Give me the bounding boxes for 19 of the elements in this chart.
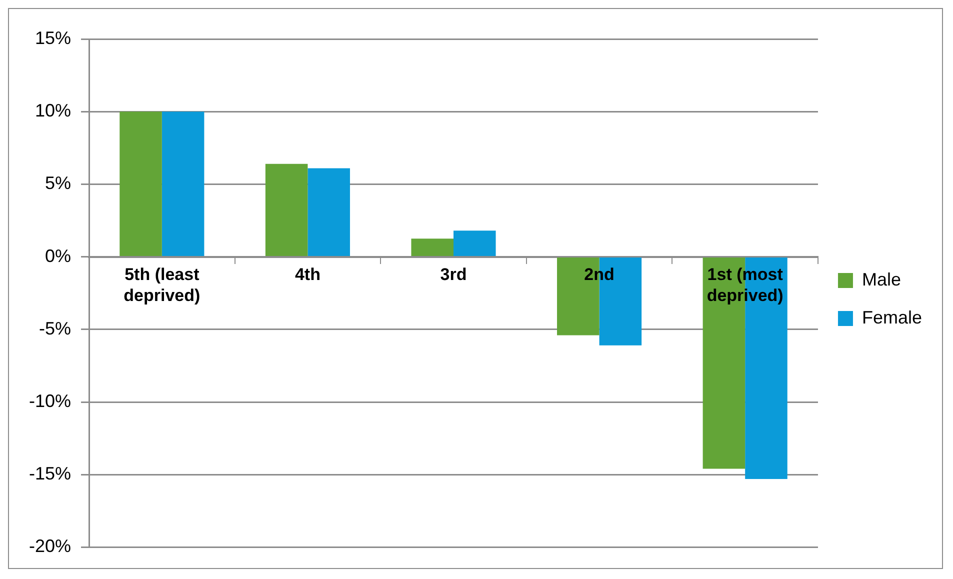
y-tick-label: 15%: [34, 28, 72, 48]
x-tick-label: 3rd: [440, 264, 467, 284]
y-tick-label: 10%: [34, 100, 72, 121]
legend-label: Male: [862, 269, 901, 290]
y-tick-label: -5%: [39, 318, 72, 338]
y-tick-label: 5%: [45, 173, 72, 194]
legend-label: Female: [862, 307, 922, 328]
y-tick-label: -10%: [28, 390, 72, 411]
y-tick-label: -15%: [28, 464, 72, 484]
bar: [120, 112, 162, 256]
bar: [454, 230, 496, 256]
bar: [411, 238, 454, 256]
y-tick-label: -20%: [28, 536, 72, 556]
x-tick-label: 5th (least deprived): [124, 264, 200, 305]
x-tick-label: 4th: [294, 264, 320, 284]
bar: [265, 164, 308, 256]
bar: [308, 168, 350, 256]
y-tick-label: 0%: [45, 246, 72, 266]
bar: [162, 112, 204, 256]
